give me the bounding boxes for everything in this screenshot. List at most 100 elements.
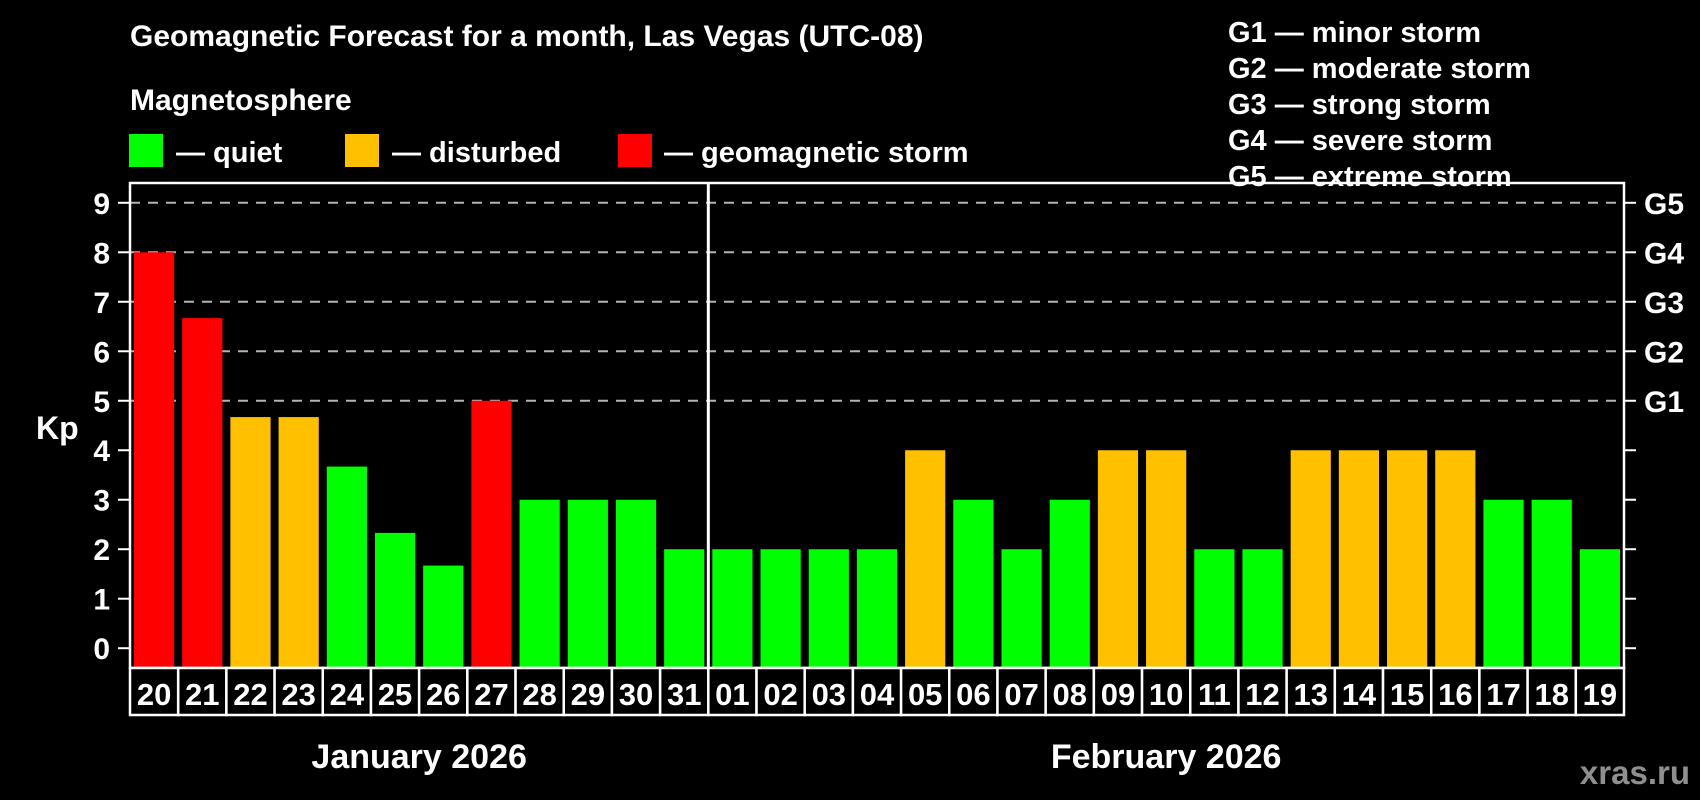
storm-swatch (618, 134, 652, 167)
day-label-19: 19 (1583, 677, 1617, 712)
kp-bar-day-19 (1579, 549, 1620, 668)
kp-bar-day-07 (1001, 549, 1042, 668)
kp-bar-day-12 (1242, 549, 1283, 668)
kp-bar-day-27 (471, 400, 512, 668)
right-axis-label-G4: G4 (1644, 237, 1684, 270)
day-label-20: 20 (137, 677, 171, 712)
day-cell-03 (803, 666, 855, 717)
kp-bar-day-03 (808, 549, 849, 668)
day-label-13: 13 (1293, 677, 1327, 712)
day-label-14: 14 (1342, 677, 1377, 712)
y-tick-label-9: 9 (93, 188, 110, 221)
day-cell-11 (1189, 666, 1240, 717)
g1-legend-line: G1 — minor storm (1228, 17, 1481, 49)
day-cell-22 (225, 666, 276, 717)
day-label-06: 06 (956, 677, 990, 712)
day-label-30: 30 (619, 677, 653, 712)
day-cell-28 (514, 666, 565, 717)
day-label-04: 04 (860, 677, 895, 712)
y-tick-label-4: 4 (93, 435, 110, 468)
kp-bar-day-21 (182, 318, 223, 668)
kp-bar-day-31 (664, 549, 705, 668)
kp-bar-day-11 (1194, 549, 1235, 668)
kp-bar-day-18 (1531, 499, 1572, 668)
g3-legend-line: G3 — strong storm (1228, 89, 1491, 121)
kp-bar-day-04 (856, 549, 898, 668)
day-label-25: 25 (378, 677, 412, 712)
day-cell-13 (1285, 666, 1337, 717)
day-label-28: 28 (522, 677, 556, 712)
day-label-03: 03 (812, 677, 846, 712)
day-label-23: 23 (281, 677, 315, 712)
quiet-swatch (129, 134, 163, 167)
day-cell-24 (321, 666, 373, 717)
kp-axis-label: Kp (36, 410, 79, 446)
day-cell-25 (369, 666, 421, 717)
day-label-26: 26 (426, 677, 460, 712)
day-cell-02 (755, 666, 806, 717)
day-label-09: 09 (1101, 677, 1135, 712)
y-tick-label-2: 2 (93, 534, 110, 567)
kp-bar-day-30 (615, 499, 657, 668)
right-axis-label-G5: G5 (1644, 188, 1684, 221)
kp-bar-day-13 (1290, 450, 1331, 668)
watermark: xras.ru (1579, 754, 1690, 791)
kp-bar-day-15 (1387, 450, 1428, 668)
day-label-12: 12 (1245, 677, 1279, 712)
kp-bar-day-16 (1435, 450, 1476, 668)
day-label-02: 02 (763, 677, 797, 712)
g4-legend-line: G4 — severe storm (1228, 125, 1493, 157)
day-cell-30 (610, 666, 662, 717)
g5-legend-line: G5 — extreme storm (1228, 161, 1512, 193)
day-cell-21 (176, 666, 228, 717)
day-label-05: 05 (908, 677, 942, 712)
kp-bar-day-29 (567, 499, 608, 668)
kp-bar-day-06 (953, 499, 994, 668)
kp-bar-day-17 (1483, 499, 1524, 668)
day-label-01: 01 (715, 677, 749, 712)
y-tick-label-8: 8 (93, 237, 110, 270)
day-cell-09 (1092, 666, 1144, 717)
day-label-07: 07 (1004, 677, 1038, 712)
kp-bar-day-01 (712, 549, 753, 668)
g2-legend-line: G2 — moderate storm (1228, 53, 1531, 85)
page-title: Geomagnetic Forecast for a month, Las Ve… (130, 20, 924, 53)
g-scale-legend: G1 — minor storm G2 — moderate storm G3 … (1228, 15, 1531, 195)
quiet-legend-label: — quiet (176, 137, 283, 169)
day-cell-29 (562, 666, 614, 717)
kp-bar-day-26 (423, 565, 464, 668)
disturbed-swatch (345, 134, 379, 167)
disturbed-legend-label: — disturbed (392, 137, 562, 169)
day-label-10: 10 (1149, 677, 1183, 712)
day-label-17: 17 (1486, 677, 1520, 712)
day-label-08: 08 (1053, 677, 1087, 712)
day-label-24: 24 (330, 677, 365, 712)
kp-bar-day-25 (374, 532, 416, 668)
day-cell-19 (1574, 666, 1626, 717)
day-cell-04 (851, 666, 903, 717)
y-tick-label-7: 7 (93, 287, 110, 320)
kp-bar-day-02 (760, 549, 801, 668)
y-tick-label-1: 1 (93, 584, 110, 617)
day-label-27: 27 (474, 677, 508, 712)
y-tick-label-3: 3 (93, 485, 110, 518)
month-label: January 2026 (311, 738, 527, 776)
kp-bar-day-28 (519, 499, 560, 668)
kp-bar-day-10 (1146, 450, 1187, 668)
day-cell-16 (1429, 666, 1481, 717)
day-cell-14 (1333, 666, 1385, 717)
kp-bar-day-24 (326, 466, 367, 668)
day-label-21: 21 (185, 677, 219, 712)
kp-bar-day-14 (1338, 450, 1380, 668)
y-tick-label-0: 0 (93, 633, 110, 666)
month-label: February 2026 (1051, 738, 1282, 776)
right-axis-label-G2: G2 (1644, 336, 1684, 369)
right-axis-label-G3: G3 (1644, 287, 1684, 320)
day-label-16: 16 (1438, 677, 1472, 712)
day-cell-26 (417, 666, 469, 717)
day-label-22: 22 (233, 677, 267, 712)
y-tick-label-6: 6 (93, 336, 110, 369)
kp-bar-day-08 (1049, 499, 1090, 668)
